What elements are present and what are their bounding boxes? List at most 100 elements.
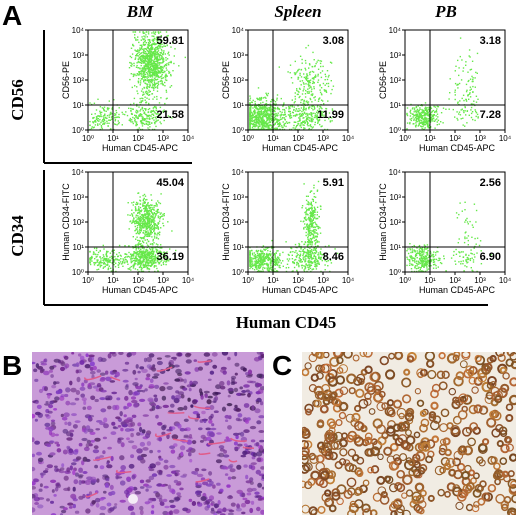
event-dot bbox=[301, 93, 304, 95]
event-dot bbox=[460, 79, 463, 81]
event-dot bbox=[309, 81, 311, 84]
event-dot bbox=[323, 103, 325, 105]
event-dot bbox=[129, 267, 131, 269]
x-tick-label: 10⁰ bbox=[242, 134, 254, 143]
event-dot bbox=[144, 40, 146, 43]
event-dot bbox=[152, 244, 154, 246]
event-dot bbox=[144, 58, 147, 61]
event-dot bbox=[413, 109, 416, 111]
event-dot bbox=[299, 95, 301, 98]
event-dot bbox=[312, 222, 314, 225]
event-dot bbox=[161, 80, 163, 82]
event-dot bbox=[136, 226, 139, 229]
event-dot bbox=[324, 119, 326, 122]
event-dot bbox=[418, 122, 420, 125]
event-dot bbox=[256, 112, 258, 114]
event-dot bbox=[318, 263, 320, 265]
event-dot bbox=[139, 232, 141, 234]
event-dot bbox=[273, 99, 275, 102]
event-dot bbox=[256, 265, 258, 267]
event-dot bbox=[415, 122, 417, 124]
event-dot bbox=[331, 120, 333, 122]
event-dot bbox=[290, 116, 293, 119]
x-tick-label: 10¹ bbox=[267, 276, 279, 285]
event-dot bbox=[267, 263, 269, 265]
event-dot bbox=[143, 59, 145, 61]
event-dot bbox=[286, 263, 289, 265]
event-dot bbox=[156, 58, 159, 61]
event-dot bbox=[145, 109, 147, 111]
y-tick-label: 10¹ bbox=[72, 101, 84, 110]
bottom-axis-title: Human CD45 bbox=[235, 313, 337, 332]
event-dot bbox=[123, 262, 126, 264]
event-dot bbox=[111, 113, 113, 115]
event-dot bbox=[143, 214, 145, 216]
event-dot bbox=[103, 258, 105, 261]
event-dot bbox=[319, 60, 321, 62]
event-dot bbox=[144, 69, 147, 71]
event-dot bbox=[426, 258, 428, 260]
event-dot bbox=[151, 71, 154, 73]
event-dot bbox=[145, 223, 147, 226]
event-dot bbox=[266, 247, 269, 249]
event-dot bbox=[438, 259, 441, 261]
event-dot bbox=[261, 263, 263, 266]
event-dot bbox=[175, 249, 177, 252]
event-dot bbox=[266, 122, 268, 125]
event-dot bbox=[303, 99, 306, 102]
event-dot bbox=[144, 252, 146, 254]
event-dot bbox=[317, 68, 320, 70]
event-dot bbox=[427, 125, 429, 127]
event-dot bbox=[285, 115, 287, 118]
event-dot bbox=[465, 64, 467, 66]
event-dot bbox=[140, 75, 143, 77]
event-dot bbox=[306, 112, 308, 115]
event-dot bbox=[419, 121, 421, 124]
event-dot bbox=[259, 111, 261, 113]
event-dot bbox=[143, 55, 145, 57]
event-dot bbox=[254, 264, 257, 266]
event-dot bbox=[116, 253, 118, 256]
event-dot bbox=[153, 205, 155, 207]
event-dot bbox=[154, 83, 157, 85]
event-dot bbox=[158, 251, 161, 254]
event-dot bbox=[134, 119, 136, 121]
event-dot bbox=[150, 261, 152, 263]
event-dot bbox=[92, 122, 95, 124]
event-dot bbox=[148, 94, 150, 96]
event-dot bbox=[294, 110, 297, 112]
event-dot bbox=[109, 252, 112, 254]
event-dot bbox=[295, 114, 297, 116]
event-dot bbox=[154, 72, 156, 74]
event-dot bbox=[309, 85, 311, 87]
event-dot bbox=[277, 264, 279, 267]
event-dot bbox=[302, 108, 304, 111]
event-dot bbox=[417, 111, 419, 113]
event-dot bbox=[317, 257, 320, 259]
event-dot bbox=[160, 67, 162, 70]
event-dot bbox=[307, 116, 309, 118]
event-dot bbox=[152, 221, 154, 223]
event-dot bbox=[154, 233, 157, 235]
x-tick-label: 10⁴ bbox=[342, 134, 355, 143]
event-dot bbox=[307, 101, 310, 103]
event-dot bbox=[106, 258, 108, 260]
event-dot bbox=[327, 100, 329, 102]
event-dot bbox=[249, 264, 251, 266]
event-dot bbox=[271, 127, 273, 129]
event-dot bbox=[152, 259, 154, 261]
event-dot bbox=[284, 113, 286, 116]
event-dot bbox=[298, 91, 300, 93]
event-dot bbox=[249, 252, 251, 254]
event-dot bbox=[306, 209, 308, 212]
event-dot bbox=[149, 243, 152, 245]
event-dot bbox=[118, 261, 120, 264]
event-dot bbox=[306, 249, 309, 251]
event-dot bbox=[137, 209, 139, 212]
event-dot bbox=[174, 254, 176, 257]
event-dot bbox=[258, 257, 260, 260]
event-dot bbox=[309, 251, 312, 253]
event-dot bbox=[251, 259, 253, 261]
event-dot bbox=[313, 254, 315, 256]
event-dot bbox=[144, 265, 146, 267]
